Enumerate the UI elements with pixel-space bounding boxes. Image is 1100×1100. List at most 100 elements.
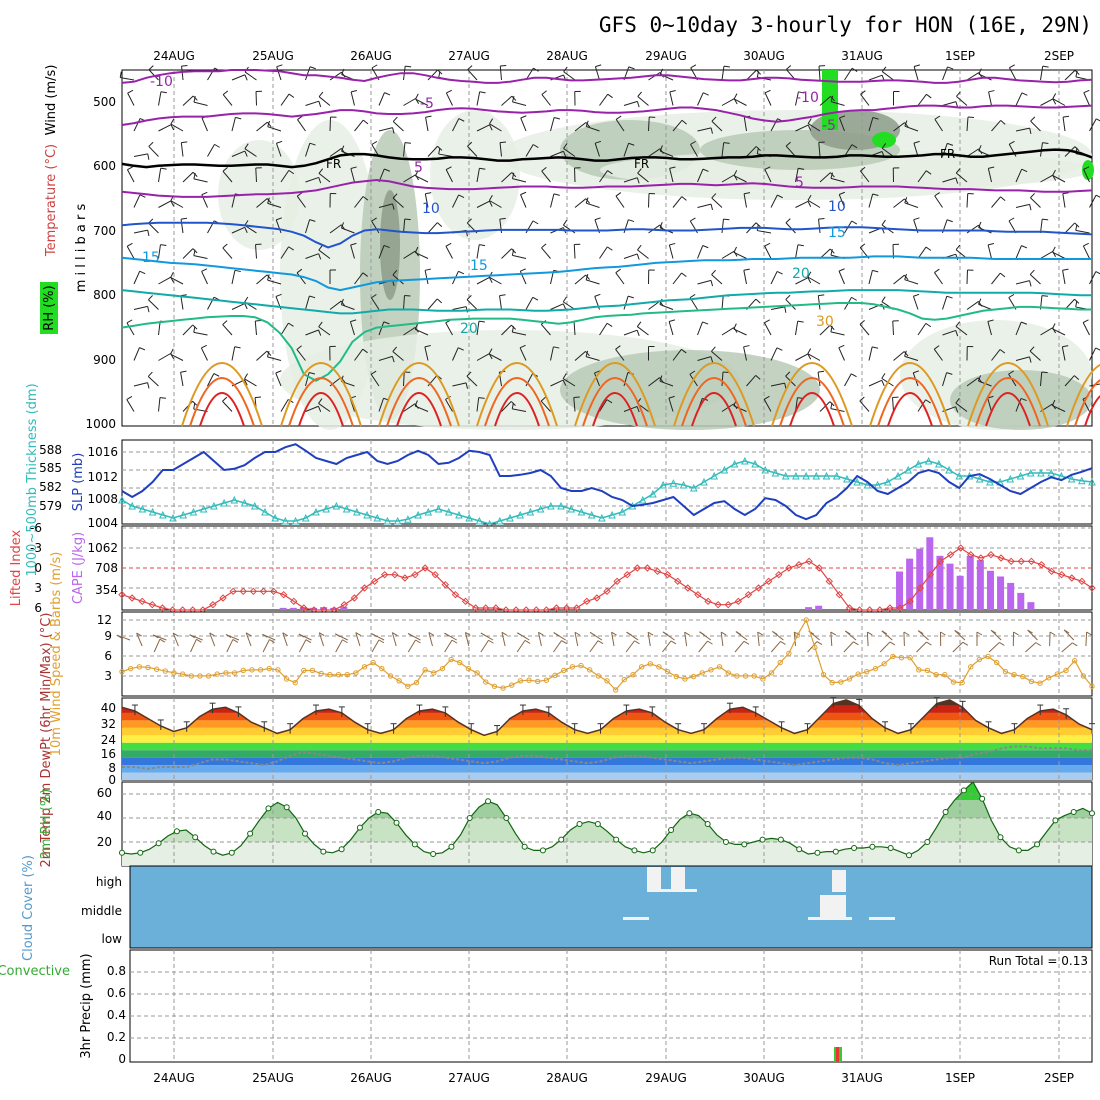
upper-wind-barb-flag-36-5 <box>1029 204 1032 211</box>
upper-wind-barb-flag-3-1 <box>193 96 196 103</box>
wind-speed-marker-88 <box>881 661 887 667</box>
upper-wind-barb-flag-14-10 <box>478 320 485 323</box>
upper-wind-barb-5-8 <box>256 274 268 285</box>
upper-wind-barb-flag-29-3 <box>851 144 858 149</box>
upper-wind-barb-3-0 <box>207 67 216 81</box>
upper-wind-barb-flag-23-11 <box>710 356 714 363</box>
upper-wind-barb-flag-35-13 <box>987 395 994 399</box>
upper-wind-barb-21-9 <box>648 300 661 310</box>
upper-wind-barb-25-7 <box>733 251 747 259</box>
cape-axis-label: CAPE (J/kg) <box>71 532 86 604</box>
surface-barb-flag-21 <box>371 633 377 638</box>
lifted-index-marker-4 <box>158 604 167 612</box>
upper-wind-barb-28-6 <box>818 219 821 234</box>
li-tick-0: 0 <box>34 561 42 575</box>
lifted-index-marker-60 <box>724 600 732 609</box>
upper-wind-barb-20-5 <box>615 195 625 208</box>
upper-wind-barb-7-11 <box>296 349 306 361</box>
bottom-date-label-31aug: 31AUG <box>841 1071 883 1085</box>
wind-speed-marker-9 <box>197 673 203 679</box>
upper-wind-barb-2-11 <box>170 353 184 361</box>
thickness-marker-25 <box>373 513 382 522</box>
surface-barb-68 <box>952 641 964 653</box>
thickness-marker-89 <box>1026 468 1035 477</box>
lifted-index-marker-87 <box>997 554 1005 562</box>
warm-dome-9-1 <box>1074 379 1100 427</box>
upper-wind-barb-flag-18-6 <box>562 219 568 226</box>
upper-wind-barb-32-0 <box>913 66 919 81</box>
upper-wind-barb-flag-38-13 <box>1051 399 1056 406</box>
upper-wind-barb-27-5 <box>795 200 809 208</box>
upper-wind-barb-flag-14-1 <box>479 91 486 94</box>
upper-wind-barb-flag-21-7 <box>637 244 642 251</box>
upper-wind-barb-29-0 <box>844 67 853 81</box>
warm-dome-0-2 <box>199 392 245 427</box>
warm-dome-9-2 <box>1084 395 1100 427</box>
surface-barb-58 <box>830 631 833 647</box>
surface-barb-10 <box>245 632 252 647</box>
upper-wind-barb-31-2 <box>893 122 905 132</box>
bottom-date-label-27aug: 27AUG <box>448 1071 490 1085</box>
thickness-marker-43 <box>557 501 565 510</box>
wind-speed-marker-34 <box>413 679 420 686</box>
upper-wind-barb-flag-33-4 <box>955 177 959 184</box>
upper-wind-barb-34-4 <box>955 172 968 183</box>
upper-wind-barb-flag-0-12 <box>147 382 150 389</box>
upper-wind-barb-11-10 <box>403 326 416 336</box>
dewpoint-line <box>122 745 1092 770</box>
surface-barb-flag-47 <box>707 640 713 645</box>
upper-wind-barb-27-3 <box>785 145 796 157</box>
upper-wind-barb-flag-0-0 <box>119 71 122 78</box>
upper-wind-barb-flag-4-11 <box>234 346 241 349</box>
upper-wind-barb-12-6 <box>427 222 438 234</box>
cape-bar-77 <box>896 571 904 610</box>
lifted-index-marker-15 <box>269 587 278 596</box>
rh-marker-70 <box>759 836 766 843</box>
temperature-axis-label: Temperature (°C) <box>44 144 59 257</box>
upper-wind-barb-flag-32-7 <box>925 246 932 251</box>
upper-wind-barb-18-12 <box>562 378 576 387</box>
surface-barb-74 <box>1025 642 1037 653</box>
lifted-index-marker-96 <box>1088 584 1096 592</box>
surface-barb-flag-50 <box>743 640 750 645</box>
upper-wind-barb-flag-24-3 <box>723 142 730 144</box>
surface-barb-50 <box>734 640 745 653</box>
upper-wind-barb-flag-0-3 <box>147 153 150 160</box>
upper-wind-barb-17-10 <box>540 324 551 336</box>
upper-wind-barb-flag-17-5 <box>553 193 560 196</box>
temp-band-5 <box>122 735 1092 743</box>
upper-wind-barb-flag-16-10 <box>511 326 515 333</box>
upper-wind-barb-22-4 <box>669 168 674 183</box>
upper-wind-barb-flag-8-4 <box>318 168 324 174</box>
upper-wind-barb-18-11 <box>574 350 586 361</box>
upper-wind-barb-32-1 <box>917 94 927 106</box>
surface-barb-flag-27 <box>444 632 450 637</box>
rh-marker-42 <box>503 815 510 821</box>
upper-wind-barb-flag-18-3 <box>563 143 568 149</box>
thickness-marker-11 <box>230 495 239 504</box>
upper-wind-barb-11-5 <box>392 197 404 208</box>
upper-wind-barb-flag-22-6 <box>659 222 663 228</box>
upper-wind-barb-12-1 <box>415 98 429 106</box>
upper-wind-barb-19-12 <box>594 372 600 387</box>
upper-wind-barb-flag-36-10 <box>1021 321 1027 325</box>
wind-speed-marker-43 <box>491 683 498 689</box>
wind-speed-marker-35 <box>422 667 428 673</box>
upper-wind-barb-flag-6-7 <box>288 246 294 251</box>
upper-wind-barb-flag-37-1 <box>1052 98 1057 105</box>
upper-wind-barb-flag-19-11 <box>585 350 589 357</box>
upper-wind-barb-20-12 <box>623 372 629 387</box>
upper-wind-barb-35-10 <box>987 321 992 336</box>
lifted-index-marker-89 <box>1017 557 1025 566</box>
thickness-marker-26 <box>383 516 392 525</box>
rh-marker-0 <box>119 849 125 856</box>
wind-speed-marker-54 <box>586 667 593 673</box>
wind-speed-marker-72 <box>742 673 749 679</box>
precip-frame <box>129 949 1093 1063</box>
rh-shade-11 <box>560 350 820 430</box>
chart-title: GFS 0~10day 3-hourly for HON (16E, 29N) <box>599 13 1092 37</box>
surface-barb-flag-74 <box>1035 642 1042 647</box>
rh-marker-106 <box>1089 810 1095 817</box>
lifted-index-marker-10 <box>219 594 227 602</box>
upper-wind-barb-flag-38-10 <box>1051 323 1056 330</box>
